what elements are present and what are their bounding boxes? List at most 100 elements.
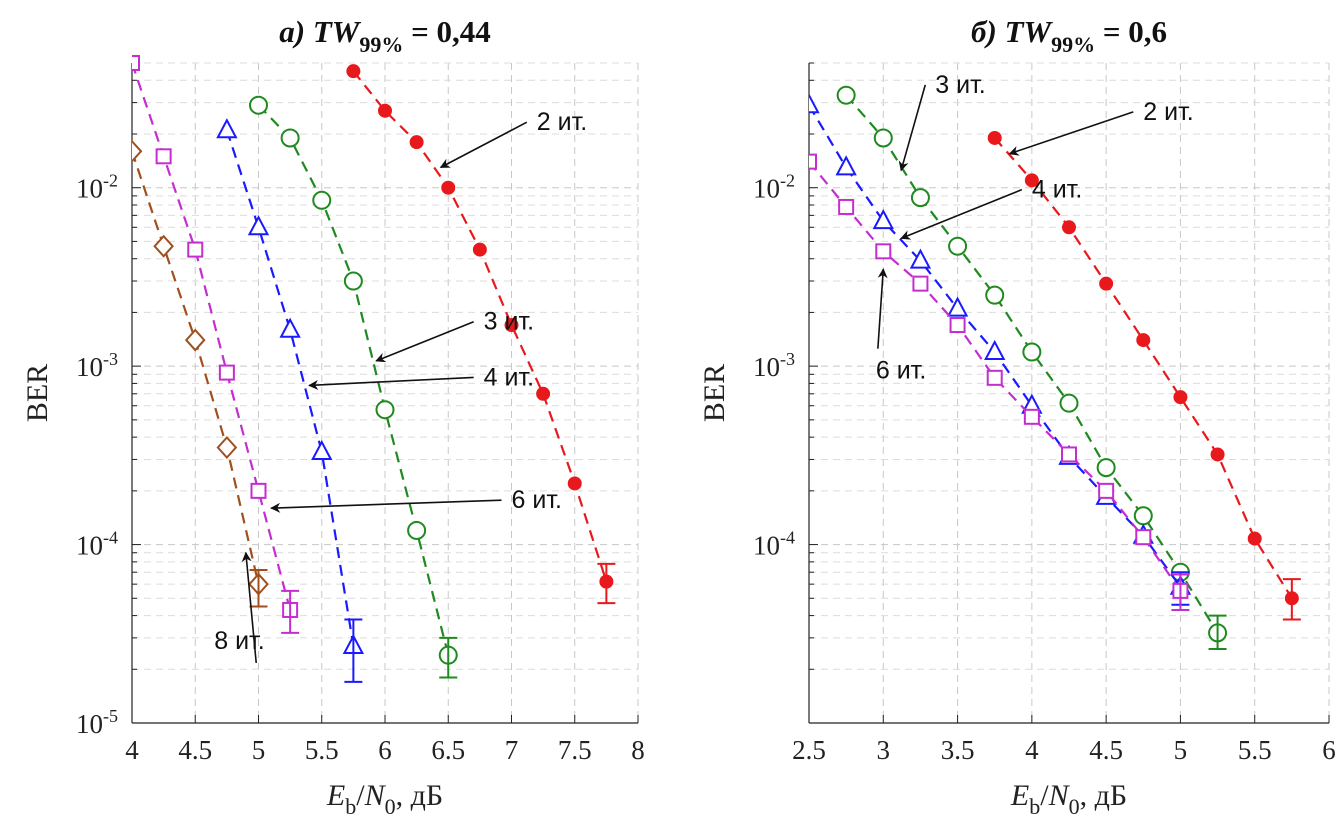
y-tick-exponent: -5 — [103, 706, 118, 726]
y-tick-label: 10-4 — [76, 528, 118, 561]
data-point — [1247, 531, 1262, 546]
annotation-label: 3 ит. — [935, 71, 985, 99]
title-prefix: б) — [971, 14, 1005, 49]
data-point — [1099, 276, 1114, 291]
data-point — [1133, 506, 1153, 526]
series-line — [809, 160, 1182, 592]
series-dot — [987, 130, 1301, 621]
y-tick-base: 10 — [753, 352, 780, 382]
data-point — [346, 64, 361, 79]
y-tick-base: 10 — [76, 709, 103, 739]
data-point — [280, 128, 300, 148]
series-line — [993, 137, 1293, 599]
y-tick-base: 10 — [76, 174, 103, 204]
annotation-arrow — [270, 499, 502, 513]
annotation-label: 4 ит. — [1032, 176, 1082, 204]
annotation-label: 2 ит. — [537, 108, 587, 136]
data-point — [873, 128, 893, 148]
data-point — [836, 85, 856, 105]
y-tick-exponent: -2 — [780, 171, 795, 191]
x-tick-label: 4.5 — [1089, 735, 1123, 765]
series-triangle — [216, 118, 365, 683]
x-tick-label: 5 — [252, 735, 266, 765]
title-suffix: = 0,6 — [1095, 14, 1167, 49]
y-axis-label: BER — [21, 364, 54, 422]
x-tick-label: 4 — [125, 735, 139, 765]
x-tick-label: 5.5 — [1238, 735, 1272, 765]
annotation-label: 3 ит. — [484, 308, 534, 336]
x-label-unit: , дБ — [396, 779, 444, 812]
title-var: TW — [1005, 14, 1054, 49]
series-square — [132, 55, 300, 634]
data-point — [984, 339, 1006, 361]
data-point — [132, 139, 143, 163]
data-point — [809, 153, 817, 170]
x-tick-label: 3.5 — [941, 735, 975, 765]
series-line — [225, 129, 355, 647]
data-point — [1059, 393, 1079, 413]
x-label-slash: / — [356, 779, 365, 812]
x-label-var: E — [1010, 779, 1029, 812]
title-suffix: = 0,44 — [403, 14, 490, 49]
x-label-unit: , дБ — [1080, 779, 1128, 812]
data-point — [875, 243, 892, 260]
chart-panel-1: 4 4.5 5 5.5 6 6.5 7 7.5 810-510-410-310-2BEREb/N… — [21, 14, 645, 819]
y-tick-exponent: -4 — [103, 528, 118, 548]
series-circle — [249, 95, 458, 679]
x-tick-label: 4.5 — [178, 735, 212, 765]
data-point — [132, 55, 140, 71]
x-label-slash: / — [1040, 779, 1049, 812]
data-point — [279, 317, 301, 338]
data-point — [872, 208, 894, 230]
annotation-label: 4 ит. — [484, 363, 534, 391]
y-tick-exponent: -4 — [780, 528, 795, 548]
data-point — [912, 275, 929, 292]
data-point — [153, 234, 174, 258]
annotation-arrow — [439, 121, 528, 169]
plot-area — [809, 63, 1329, 723]
data-point — [835, 155, 857, 176]
x-tick-label: 8 — [631, 735, 645, 765]
x-label-sub: b — [1029, 794, 1040, 819]
data-point — [946, 296, 969, 317]
x-tick-label: 7 — [505, 735, 519, 765]
annotation-arrow — [375, 320, 474, 363]
y-tick-base: 10 — [753, 531, 780, 561]
data-point — [343, 271, 363, 291]
x-tick-label: 6 — [1322, 735, 1336, 765]
data-point — [1062, 220, 1076, 235]
data-point — [567, 476, 582, 491]
data-point — [1061, 446, 1077, 463]
title-var: TW — [313, 14, 362, 49]
data-point — [838, 198, 855, 215]
data-point — [987, 130, 1002, 145]
chart-title: б) TW99% = 0,6 — [971, 14, 1167, 57]
data-point — [1022, 342, 1042, 362]
x-label-var: E — [326, 779, 345, 812]
x-axis-label: Eb/N0, дБ — [1010, 779, 1127, 819]
data-point — [948, 236, 968, 256]
annotation-label: 6 ит. — [512, 486, 562, 514]
data-point — [311, 439, 333, 461]
y-tick-label: 10-4 — [753, 528, 795, 561]
x-tick-label: 3 — [877, 735, 891, 765]
y-tick-base: 10 — [76, 531, 103, 561]
series-line — [132, 62, 292, 611]
data-point — [375, 400, 395, 420]
data-point — [250, 482, 267, 499]
data-point — [472, 242, 487, 257]
x-tick-label: 5.5 — [305, 735, 339, 765]
annotation-arrow — [900, 188, 1023, 240]
data-point — [1023, 408, 1040, 425]
data-point — [1136, 333, 1151, 348]
annotation-label: 2 ит. — [1143, 98, 1193, 126]
series-diamond — [132, 139, 269, 608]
y-tick-base: 10 — [753, 174, 780, 204]
x-label-sub2: 0 — [385, 794, 396, 819]
annotation-arrow — [1008, 111, 1134, 156]
data-point — [409, 135, 424, 150]
data-point — [184, 328, 206, 352]
x-tick-label: 7.5 — [558, 735, 592, 765]
data-point — [155, 148, 172, 165]
